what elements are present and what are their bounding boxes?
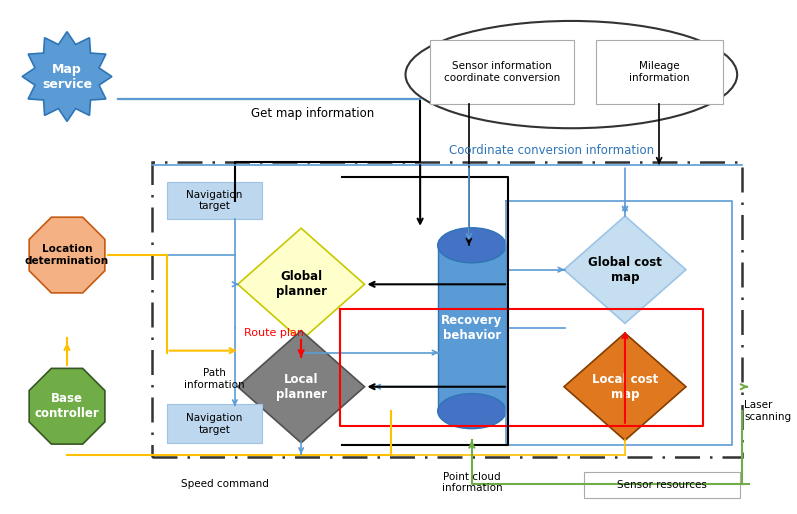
Text: Global
planner: Global planner xyxy=(276,270,327,298)
Polygon shape xyxy=(22,32,112,121)
Text: Sensor information
coordinate conversion: Sensor information coordinate conversion xyxy=(444,61,560,83)
Polygon shape xyxy=(564,333,686,440)
Text: Local
planner: Local planner xyxy=(276,373,327,401)
Text: Global cost
map: Global cost map xyxy=(588,255,662,284)
Text: Navigation
target: Navigation target xyxy=(186,190,242,211)
Bar xyxy=(438,245,506,411)
Polygon shape xyxy=(29,217,105,293)
Bar xyxy=(430,41,575,104)
Polygon shape xyxy=(238,331,364,443)
Text: Local cost
map: Local cost map xyxy=(592,373,658,401)
Bar xyxy=(584,472,740,498)
Text: Mileage
information: Mileage information xyxy=(629,61,689,83)
Text: Location
determination: Location determination xyxy=(25,244,109,266)
Bar xyxy=(595,41,723,104)
Text: Point cloud
information: Point cloud information xyxy=(442,471,502,493)
Polygon shape xyxy=(564,216,686,323)
Text: Map
service: Map service xyxy=(42,63,92,90)
Bar xyxy=(152,162,742,457)
Text: Get map information: Get map information xyxy=(251,107,375,120)
Text: Sensor resources: Sensor resources xyxy=(617,480,707,490)
Ellipse shape xyxy=(438,394,506,429)
Text: Speed command: Speed command xyxy=(181,479,269,489)
Polygon shape xyxy=(29,369,105,444)
Text: Recovery
behavior: Recovery behavior xyxy=(442,314,502,342)
Polygon shape xyxy=(238,228,364,340)
Text: Navigation
target: Navigation target xyxy=(186,413,242,435)
Text: Path
information: Path information xyxy=(184,368,245,390)
Text: Base
controller: Base controller xyxy=(34,392,100,420)
Bar xyxy=(167,182,262,219)
Text: Laser
scanning: Laser scanning xyxy=(744,400,791,422)
Ellipse shape xyxy=(438,228,506,263)
Text: Route plan: Route plan xyxy=(244,328,304,338)
Text: Coordinate conversion information: Coordinate conversion information xyxy=(450,144,654,157)
Bar xyxy=(167,405,262,443)
